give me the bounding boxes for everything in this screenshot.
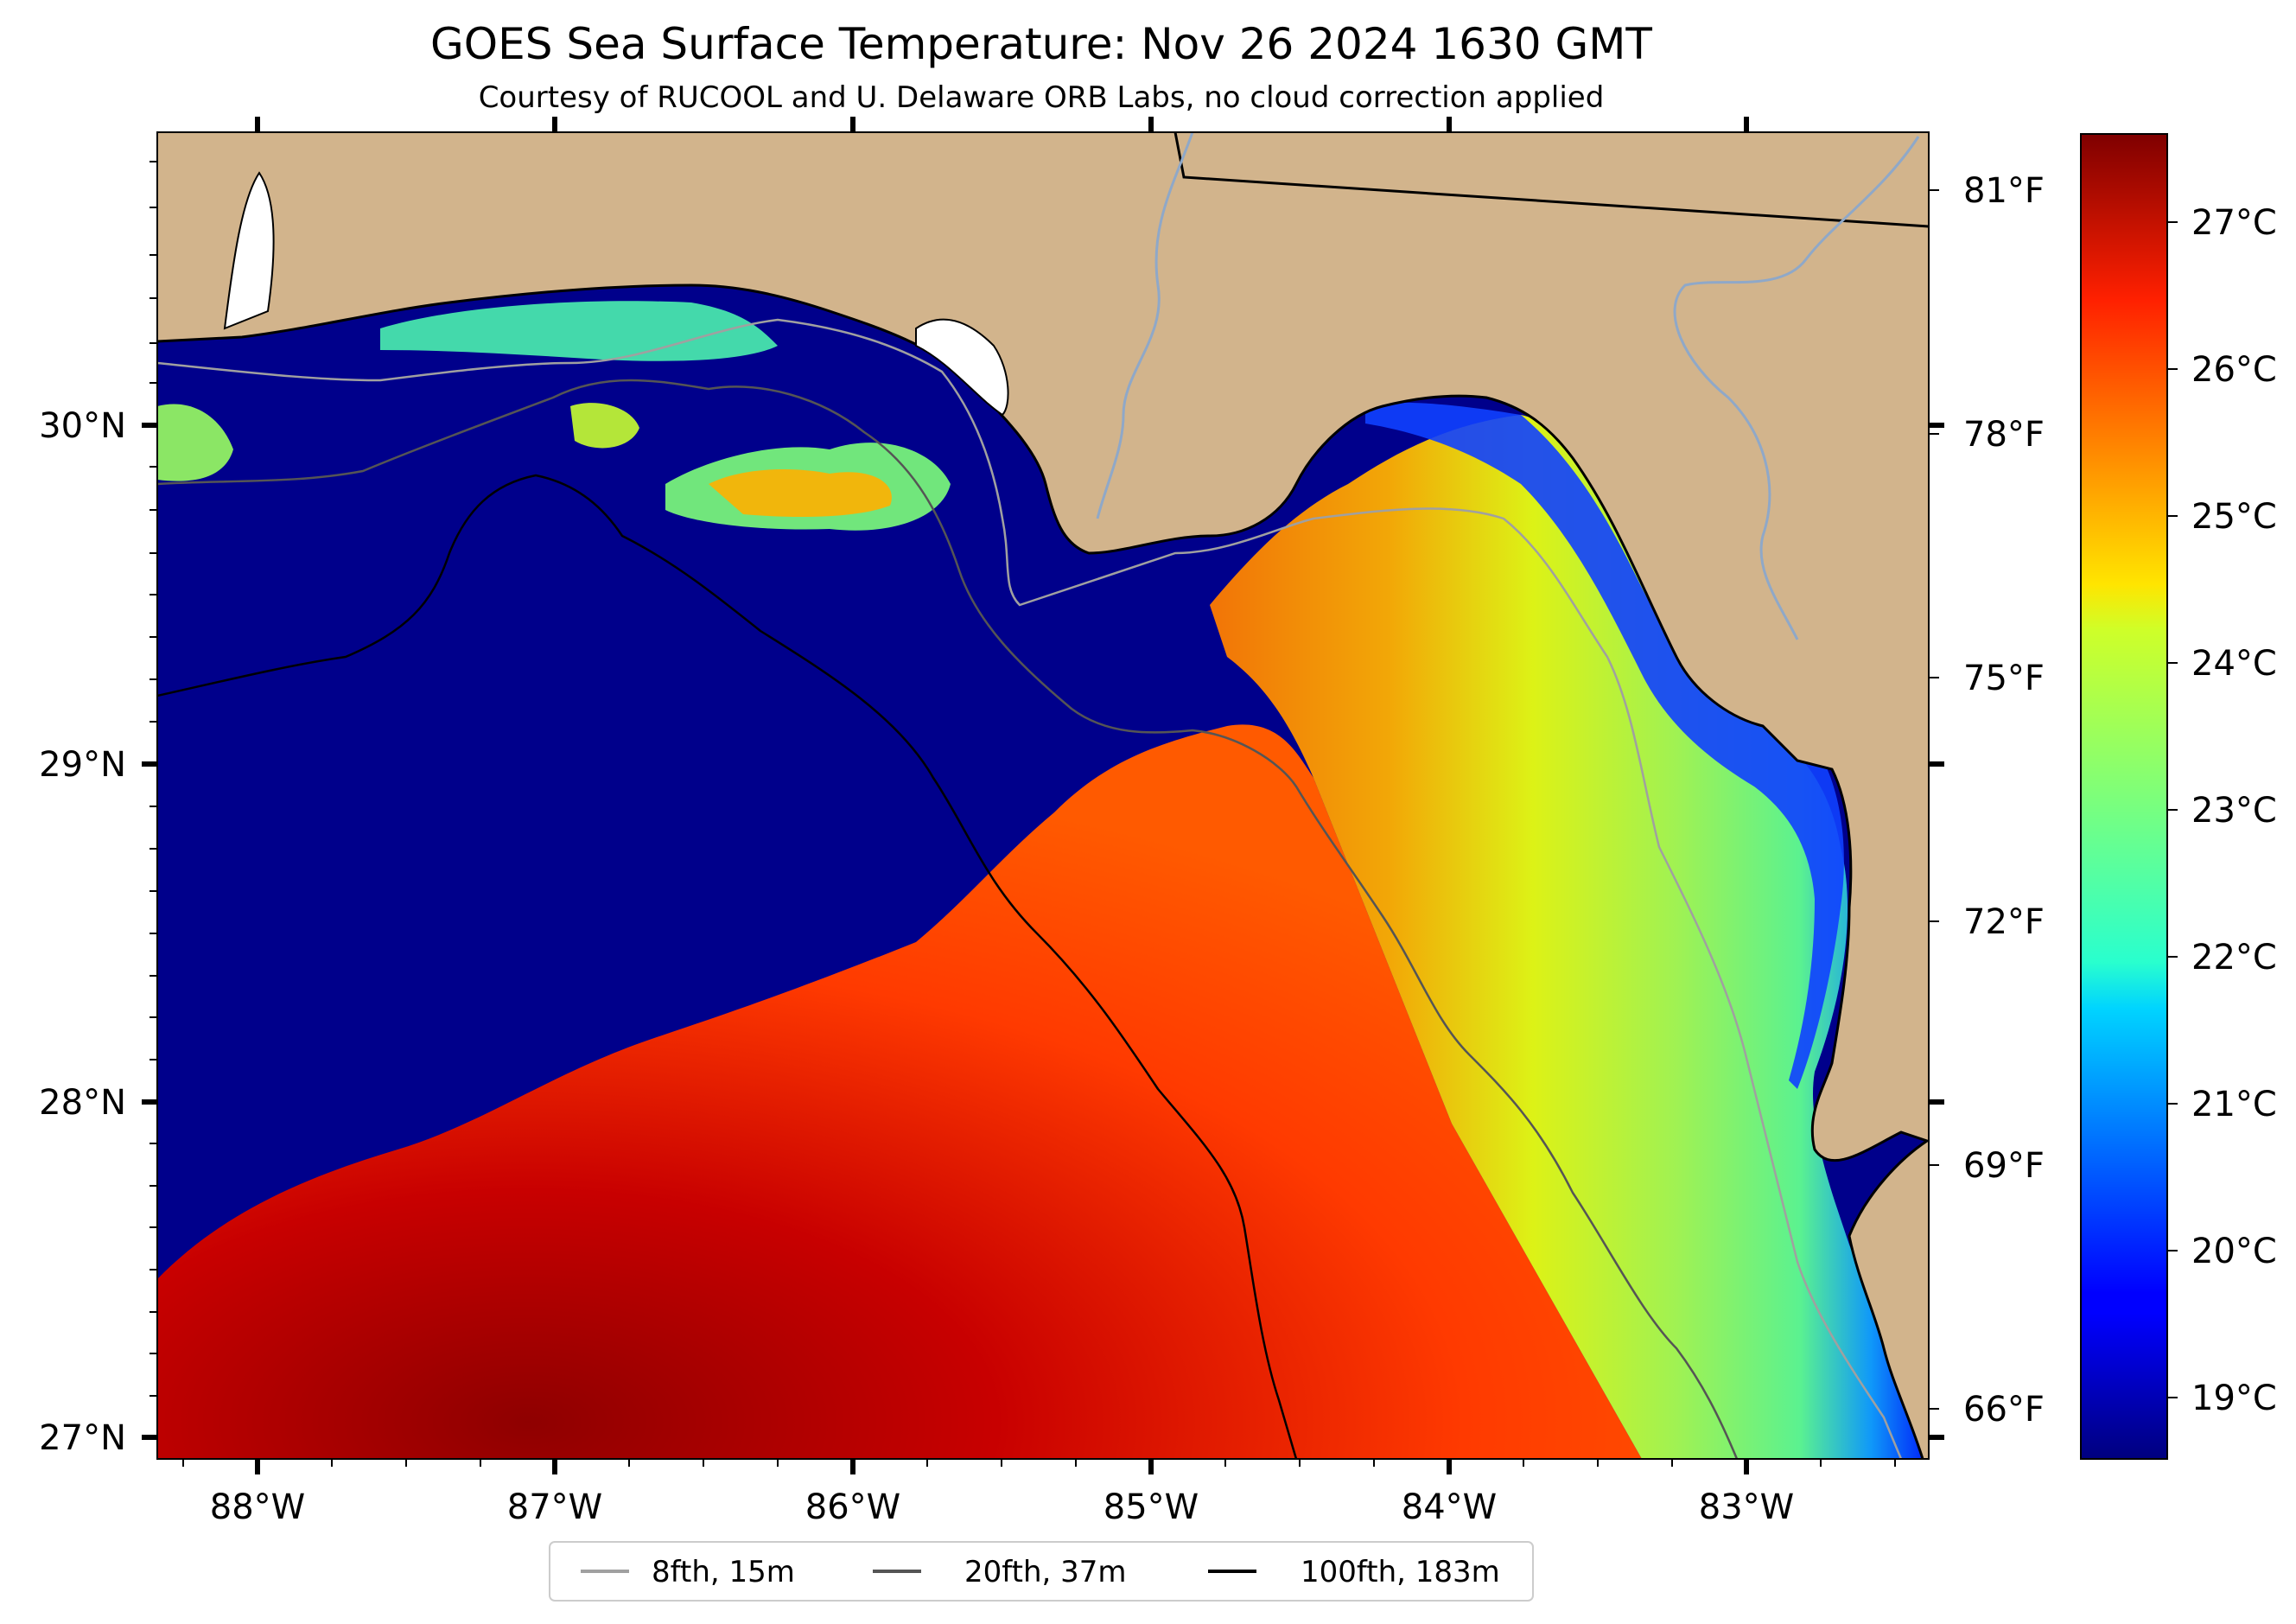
y-tick-label: 27°N [39, 1418, 126, 1458]
florida-nearshore-cool [1365, 402, 1844, 1089]
legend-label: 100fth, 183m [1301, 1555, 1500, 1589]
x-tick-labels: 88°W 87°W 86°W 85°W 84°W 83°W [210, 1487, 1794, 1527]
mid-water-patch-warm [709, 469, 892, 517]
colorbar-tick-label: 20°C [2191, 1232, 2277, 1271]
map-frame [156, 131, 1930, 1460]
west-green-patch [157, 404, 233, 481]
contour-20fth [157, 379, 1739, 1459]
y-tick-labels: 30°N 29°N 28°N 27°N [39, 406, 126, 1458]
x-tick-label: 84°W [1402, 1487, 1497, 1527]
colorbar-tick-label: 21°C [2191, 1085, 2277, 1124]
barrier-island [915, 318, 1009, 417]
colorbar-tick-label: 26°C [2191, 350, 2277, 390]
colorbar-tick-label: 25°C [2191, 497, 2277, 537]
x-axis [255, 117, 1749, 1474]
colorbar-tick-label: 27°C [2191, 203, 2277, 243]
coastal-green-band [380, 301, 778, 361]
map-title: GOES Sea Surface Temperature: Nov 26 202… [430, 19, 1652, 69]
legend-label: 8fth, 15m [652, 1555, 795, 1589]
state-border [1173, 132, 1929, 228]
warm-water-region [157, 724, 1642, 1459]
colorbar-tick-labels: 27°C 26°C 25°C 24°C 23°C 22°C 21°C 20°C … [2191, 203, 2277, 1418]
x-tick-label: 83°W [1699, 1487, 1794, 1527]
legend-label: 20fth, 37m [964, 1555, 1127, 1589]
y-axis-minor [149, 161, 157, 1397]
florida-shelf-water [1210, 415, 1929, 1459]
colorbar-tick-label: 19°C [2191, 1379, 2277, 1418]
colorbar-tick-label: 24°C [2191, 644, 2277, 684]
river [1096, 132, 1194, 519]
colorbar [2080, 133, 2168, 1460]
x-tick-label: 88°W [210, 1487, 305, 1527]
x-axis-minor [182, 1459, 1896, 1467]
x-tick-label: 86°W [805, 1487, 900, 1527]
legend-box [549, 1541, 1534, 1602]
x-tick-label: 87°W [507, 1487, 602, 1527]
colorbar-ticks [2167, 221, 2178, 1398]
y-tick-label: 30°N [39, 406, 126, 446]
contour-100fth [157, 474, 1298, 1459]
fahrenheit-tick-label: 69°F [1963, 1146, 2045, 1186]
contour-8fth [157, 318, 1903, 1459]
y-tick-label: 29°N [39, 745, 126, 785]
barrier-island [223, 171, 275, 330]
fahrenheit-axis [1929, 189, 1939, 1410]
fahrenheit-tick-label: 72°F [1963, 902, 2045, 942]
x-tick-label: 85°W [1103, 1487, 1199, 1527]
y-tick-label: 28°N [39, 1083, 126, 1123]
map-subtitle: Courtesy of RUCOOL and U. Delaware ORB L… [479, 80, 1605, 115]
land-mass [157, 132, 1929, 1459]
fahrenheit-tick-labels: 81°F 78°F 75°F 72°F 69°F 66°F [1963, 171, 2045, 1430]
center-green-patch [570, 403, 639, 449]
colorbar-tick-label: 23°C [2191, 791, 2277, 831]
colorbar-tick-label: 22°C [2191, 938, 2277, 978]
river [1673, 136, 1920, 640]
fahrenheit-tick-label: 81°F [1963, 171, 2045, 211]
coastline [157, 283, 1929, 1459]
fahrenheit-tick-label: 75°F [1963, 659, 2045, 698]
sst-map[interactable] [157, 132, 1929, 1459]
fahrenheit-tick-label: 78°F [1963, 415, 2045, 455]
y-axis [142, 423, 1944, 1440]
fahrenheit-tick-label: 66°F [1963, 1390, 2045, 1430]
contour-legend: 8fth, 15m 20fth, 37m 100fth, 183m [549, 1541, 1534, 1602]
